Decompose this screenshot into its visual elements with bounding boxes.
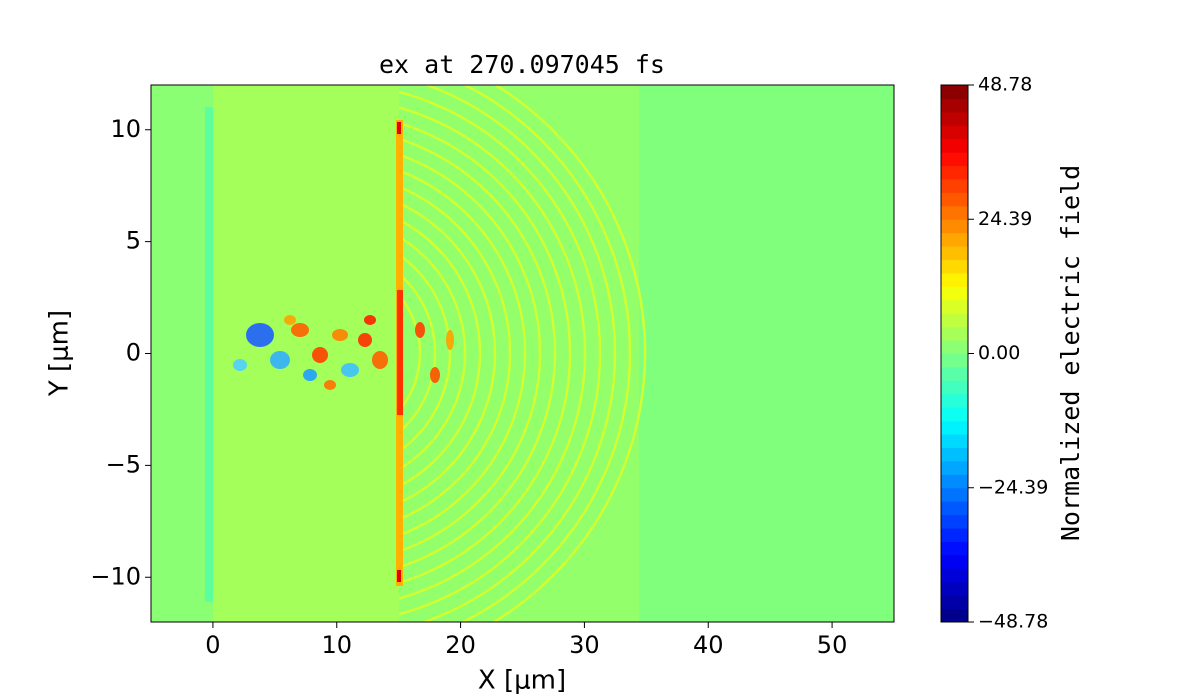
colorbar-tick-label: 0.00 <box>978 342 1020 364</box>
colorbar-level <box>941 326 968 341</box>
colorbar-level <box>941 541 968 556</box>
chart-title: ex at 270.097045 fs <box>379 50 665 79</box>
colorbar-level <box>941 501 968 516</box>
colorbar-level <box>941 286 968 301</box>
x-tick-label: 30 <box>569 631 600 659</box>
colorbar-level <box>941 232 968 247</box>
colorbar-level <box>941 299 968 314</box>
x-tick-label: 40 <box>693 631 724 659</box>
x-tick-label: 20 <box>445 631 476 659</box>
colorbar-tick-label: −48.78 <box>978 611 1048 633</box>
colorbar-level <box>941 246 968 261</box>
colorbar-level <box>941 554 968 569</box>
y-tick-label: 0 <box>126 339 141 367</box>
colorbar-level <box>941 219 968 234</box>
colorbar-level <box>941 420 968 435</box>
colorbar-level <box>941 595 968 610</box>
colorbar-level <box>941 608 968 623</box>
colorbar-level <box>941 380 968 395</box>
colorbar-level <box>941 514 968 529</box>
colorbar-level <box>941 581 968 596</box>
colorbar-level <box>941 393 968 408</box>
colorbar-level <box>941 434 968 448</box>
colorbar-tick-label: −24.39 <box>978 476 1048 498</box>
colorbar-level <box>941 528 968 542</box>
colorbar-level <box>941 487 968 502</box>
colorbar-level <box>941 313 968 328</box>
colorbar-level <box>941 165 968 180</box>
colorbar-level <box>941 178 968 193</box>
colorbar-level <box>941 138 968 153</box>
y-axis-label: Y [μm] <box>45 310 75 397</box>
colorbar-level <box>941 85 968 99</box>
colorbar: −48.78 −24.39 0.00 24.39 48.78 <box>940 74 1048 633</box>
colorbar-level <box>941 474 968 489</box>
colorbar-level <box>941 407 968 422</box>
colorbar-tick-label: 48.78 <box>978 74 1032 96</box>
field-image <box>151 85 894 622</box>
colorbar-level <box>941 152 968 167</box>
colorbar-level <box>941 259 968 274</box>
colorbar-level <box>941 192 968 207</box>
colorbar-level <box>941 353 968 368</box>
colorbar-level <box>941 272 968 287</box>
colorbar-level <box>941 125 968 140</box>
colorbar-tick-label: 24.39 <box>978 208 1032 230</box>
colorbar-level <box>941 447 968 462</box>
y-tick-label: 5 <box>126 227 141 255</box>
x-tick-label: 50 <box>817 631 848 659</box>
x-tick-label: 10 <box>321 631 352 659</box>
colorbar-level <box>941 366 968 381</box>
colorbar-level <box>941 460 968 475</box>
x-tick-label: 0 <box>205 631 220 659</box>
y-tick-label: −10 <box>90 562 141 590</box>
colorbar-label: Normalized electric field <box>1056 165 1085 541</box>
colorbar-level <box>941 340 968 354</box>
colorbar-level <box>941 98 968 113</box>
x-axis-label: X [μm] <box>478 666 566 696</box>
colorbar-level <box>941 111 968 126</box>
y-tick-label: −5 <box>106 450 141 478</box>
y-tick-label: 10 <box>110 115 141 143</box>
colorbar-level <box>941 205 968 220</box>
colorbar-level <box>941 568 968 583</box>
